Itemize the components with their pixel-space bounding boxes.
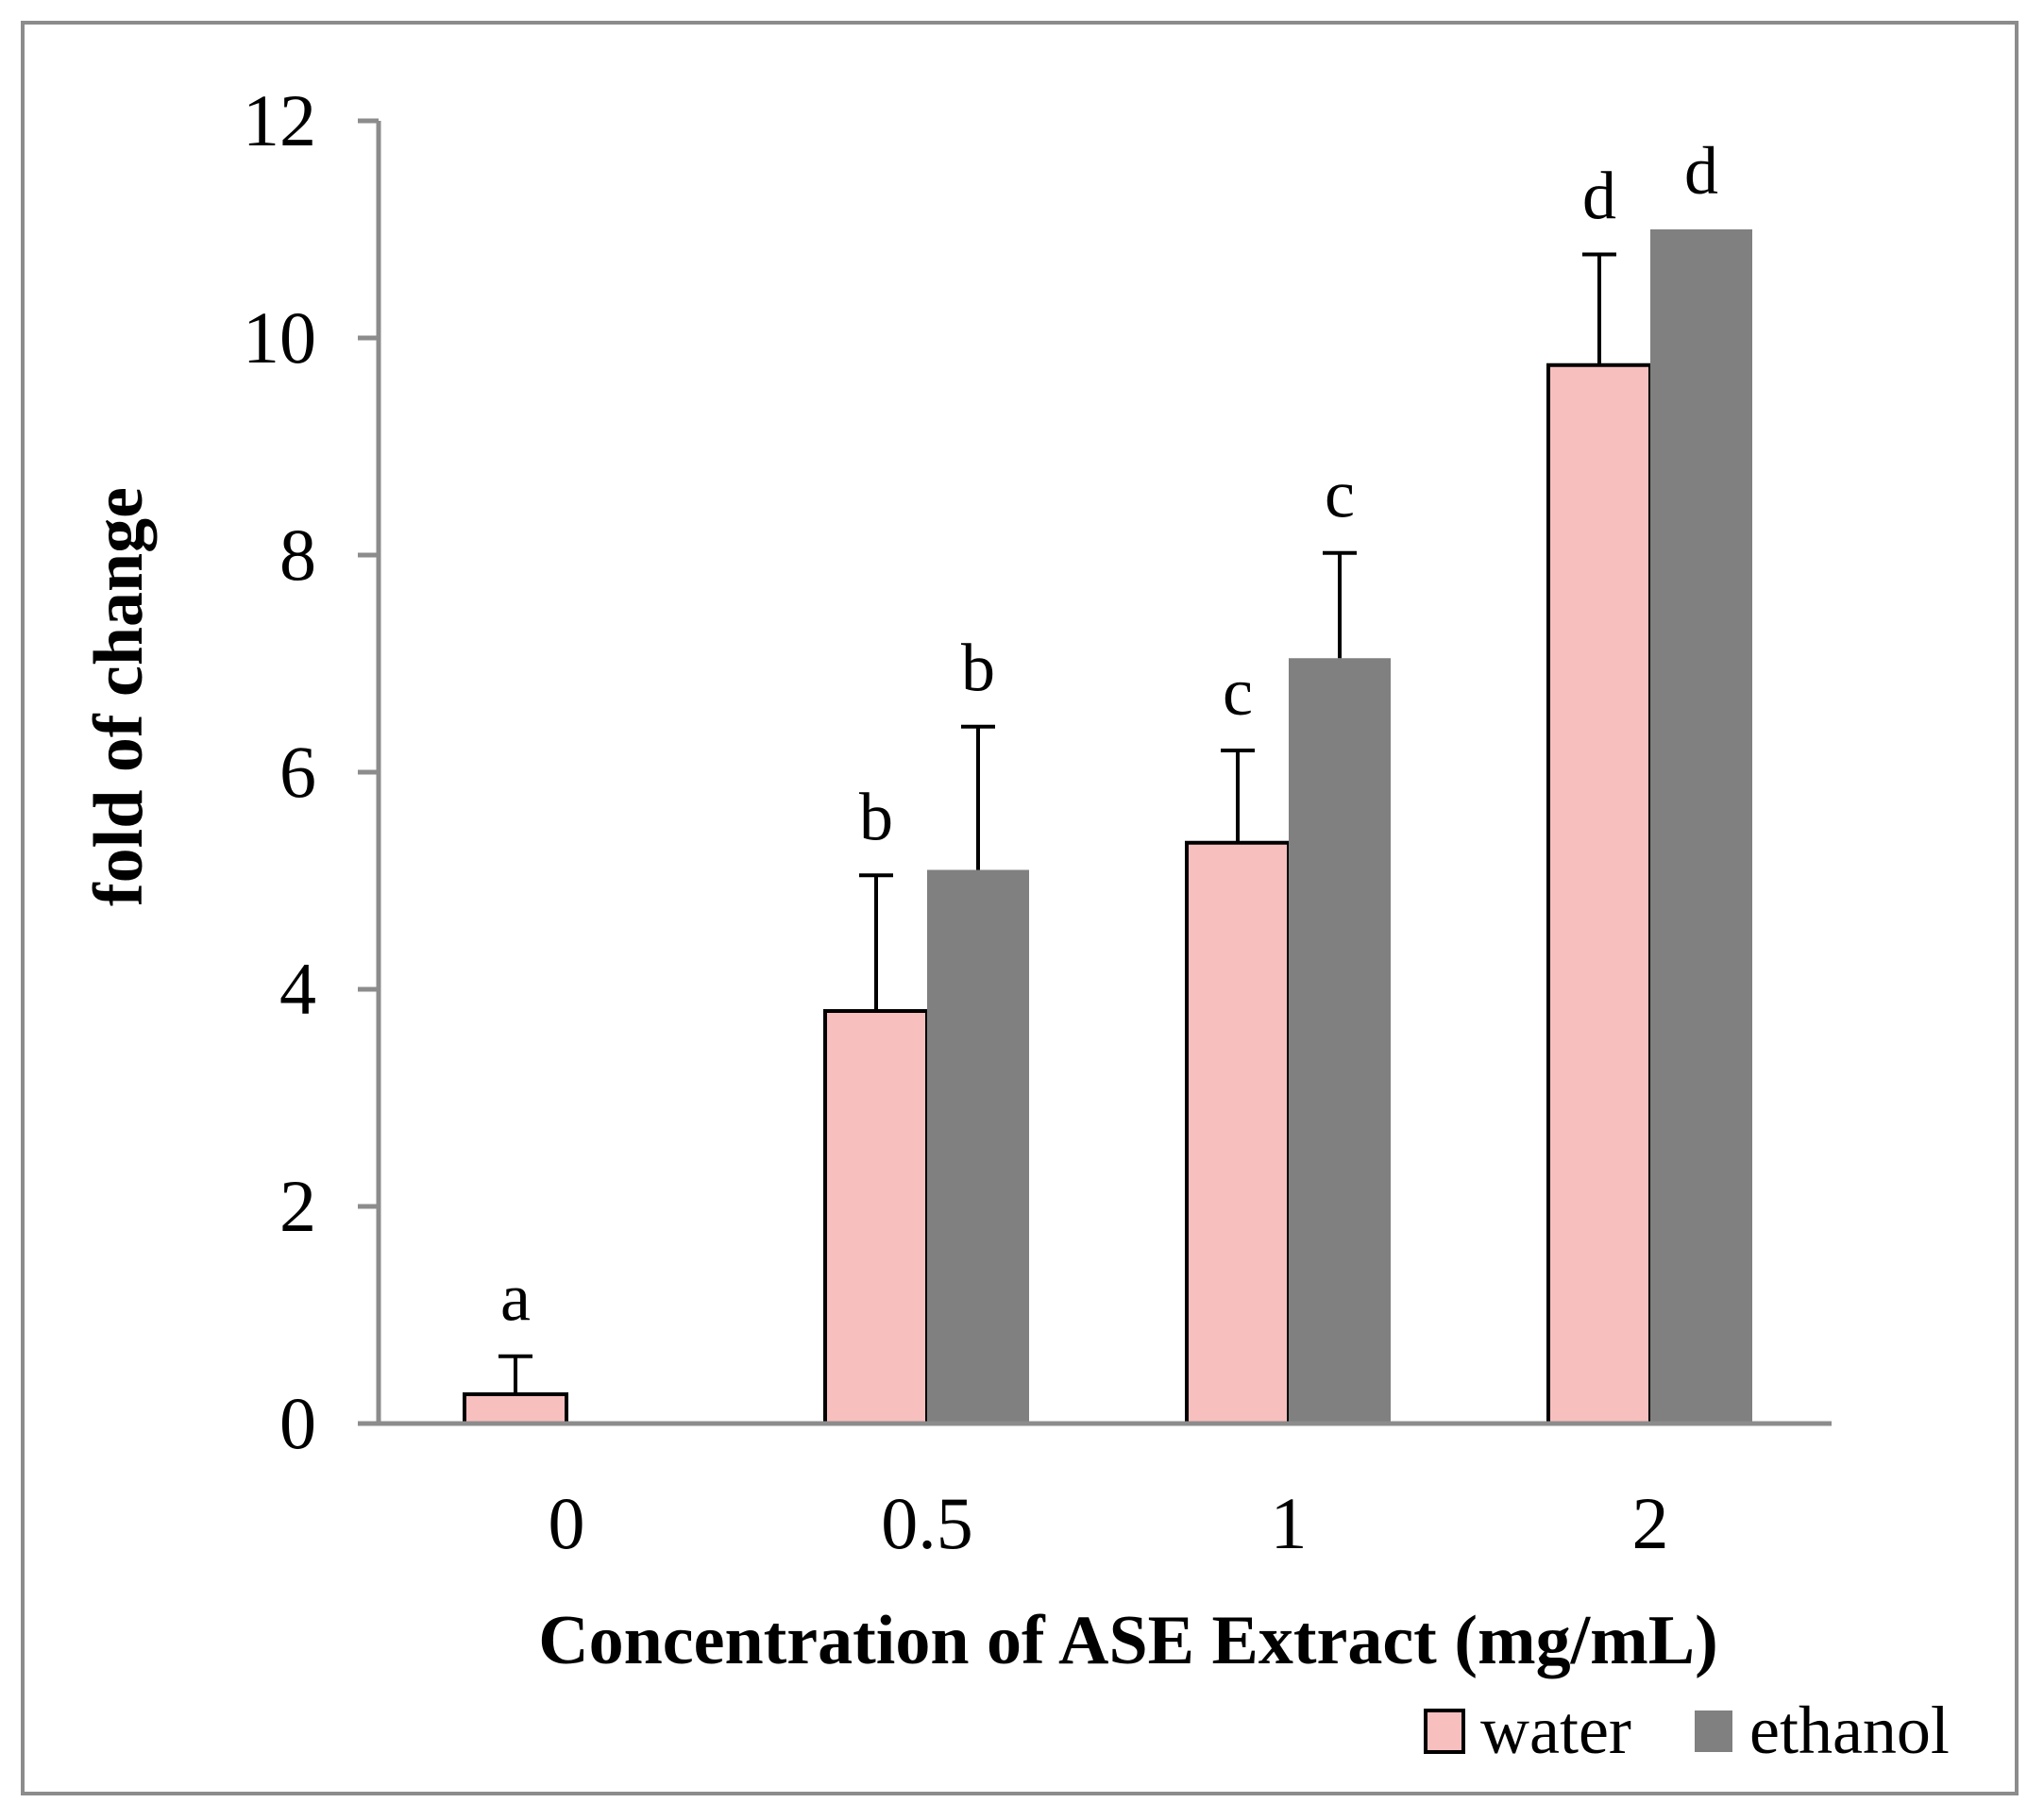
bar-water-2 bbox=[1546, 362, 1652, 1425]
significance-label: c bbox=[1223, 654, 1253, 730]
significance-label: b bbox=[961, 631, 995, 706]
legend-label-water: water bbox=[1480, 1693, 1631, 1768]
legend-swatch-water bbox=[1424, 1709, 1465, 1754]
x-tick-label: 2 bbox=[1632, 1482, 1669, 1564]
y-tick-label: 0 bbox=[279, 1382, 316, 1464]
significance-label: c bbox=[1325, 457, 1355, 532]
significance-label: d bbox=[1684, 133, 1718, 209]
y-axis-title: fold of change bbox=[80, 487, 158, 906]
legend: water ethanol bbox=[1424, 1693, 1950, 1768]
x-tick-label: 0 bbox=[549, 1482, 585, 1564]
x-axis-title: Concentration of ASE Extract (mg/mL) bbox=[538, 1602, 1718, 1679]
x-tick-label: 1 bbox=[1271, 1482, 1308, 1564]
y-tick-label: 2 bbox=[279, 1165, 316, 1247]
bar-ethanol-2 bbox=[1650, 229, 1752, 1424]
bar-water-0.5 bbox=[823, 1009, 929, 1425]
bar-ethanol-0.5 bbox=[927, 869, 1029, 1424]
y-tick-label: 12 bbox=[243, 79, 316, 161]
x-tick-label: 0.5 bbox=[881, 1482, 973, 1564]
bar-ethanol-1 bbox=[1289, 658, 1391, 1424]
y-tick-label: 8 bbox=[279, 514, 316, 596]
significance-label: b bbox=[859, 779, 893, 854]
legend-swatch-ethanol bbox=[1695, 1710, 1732, 1752]
y-tick-label: 6 bbox=[279, 731, 316, 813]
legend-label-ethanol: ethanol bbox=[1749, 1693, 1950, 1768]
bar-water-1 bbox=[1185, 840, 1291, 1425]
chart-frame bbox=[21, 21, 2019, 1795]
y-tick-label: 4 bbox=[279, 948, 316, 1030]
y-tick-label: 10 bbox=[243, 296, 316, 379]
significance-label: a bbox=[500, 1260, 531, 1336]
bar-water-0 bbox=[463, 1391, 568, 1425]
significance-label: d bbox=[1582, 158, 1616, 233]
